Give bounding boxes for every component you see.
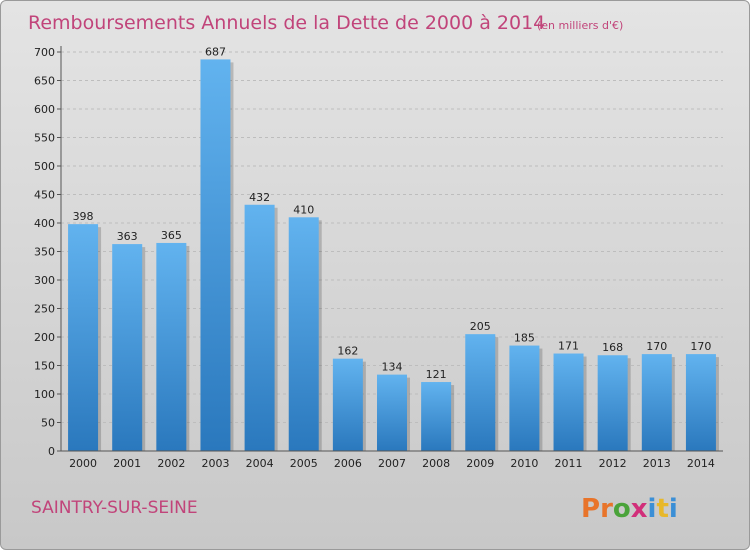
bar-2012 <box>597 355 628 451</box>
bar-2008 <box>421 382 452 451</box>
value-label: 410 <box>293 203 314 216</box>
bars: 398 363 365 687 432 410 162 134 121 205 185 171 168 1… <box>68 45 719 451</box>
logo-letter: o <box>613 494 631 524</box>
y-tick-label: 250 <box>34 303 55 316</box>
bar-2006 <box>332 358 363 451</box>
x-tick-label: 2000 <box>69 457 97 470</box>
chart-title: Remboursements Annuels de la Dette de 20… <box>28 12 545 34</box>
value-label: 205 <box>470 320 491 333</box>
chart-subtitle: (en milliers d'€) <box>537 19 623 32</box>
value-label: 170 <box>690 340 711 353</box>
proxiti-logo: Proxiti <box>581 494 678 524</box>
logo-letter: i <box>648 494 657 524</box>
x-tick-label: 2013 <box>643 457 671 470</box>
x-tick-label: 2014 <box>687 457 715 470</box>
value-label: 687 <box>205 45 226 58</box>
x-tick-label: 2004 <box>246 457 274 470</box>
x-tick-label: 2012 <box>599 457 627 470</box>
y-tick-label: 550 <box>34 132 55 145</box>
x-tick-label: 2005 <box>290 457 318 470</box>
bar-2002 <box>156 242 187 451</box>
bar-2005 <box>288 217 319 451</box>
x-tick-label: 2002 <box>157 457 185 470</box>
city-name: SAINTRY-SUR-SEINE <box>31 498 198 518</box>
bar-2009 <box>465 334 496 451</box>
y-tick-label: 150 <box>34 360 55 373</box>
y-tick-label: 0 <box>48 445 55 458</box>
value-label: 171 <box>558 340 579 353</box>
value-label: 162 <box>337 345 358 358</box>
x-tick-label: 2001 <box>113 457 141 470</box>
value-label: 365 <box>161 229 182 242</box>
value-label: 432 <box>249 191 270 204</box>
y-tick-label: 700 <box>34 46 55 59</box>
bar-2001 <box>112 244 143 451</box>
y-tick-label: 450 <box>34 189 55 202</box>
value-label: 121 <box>426 368 447 381</box>
logo-letter: r <box>600 494 613 524</box>
x-tick-label: 2010 <box>510 457 538 470</box>
logo-letter: P <box>581 494 600 524</box>
logo-letter: t <box>656 494 668 524</box>
value-label: 168 <box>602 341 623 354</box>
logo-letter: x <box>631 494 648 524</box>
y-tick-label: 50 <box>41 417 55 430</box>
x-tick-label: 2003 <box>201 457 229 470</box>
y-tick-label: 600 <box>34 103 55 116</box>
x-tick-label: 2008 <box>422 457 450 470</box>
bar-2004 <box>244 204 275 451</box>
value-label: 170 <box>646 340 667 353</box>
bar-2000 <box>68 224 99 451</box>
bar-2011 <box>553 353 584 451</box>
y-tick-label: 500 <box>34 160 55 173</box>
bar-2013 <box>641 354 672 451</box>
bar-2014 <box>685 354 716 451</box>
value-label: 134 <box>382 361 403 374</box>
y-axis-ticks: 0 50 100 150 200 250 300 350 400 450 500 550 600 650 7… <box>34 46 61 458</box>
x-tick-label: 2007 <box>378 457 406 470</box>
bar-2003 <box>200 59 231 451</box>
bar-2010 <box>509 345 540 451</box>
y-tick-label: 350 <box>34 246 55 259</box>
y-tick-label: 300 <box>34 274 55 287</box>
y-tick-label: 200 <box>34 331 55 344</box>
x-tick-label: 2006 <box>334 457 362 470</box>
x-tick-label: 2009 <box>466 457 494 470</box>
x-axis-ticks: 2000 2001 2002 2003 2004 2005 2006 2007 2008 2009… <box>69 457 715 470</box>
value-label: 185 <box>514 332 535 345</box>
y-tick-label: 650 <box>34 75 55 88</box>
logo-letter: i <box>669 494 678 524</box>
x-tick-label: 2011 <box>555 457 583 470</box>
value-label: 398 <box>73 210 94 223</box>
y-tick-label: 400 <box>34 217 55 230</box>
value-label: 363 <box>117 230 138 243</box>
bar-2007 <box>377 374 407 451</box>
y-tick-label: 100 <box>34 388 55 401</box>
